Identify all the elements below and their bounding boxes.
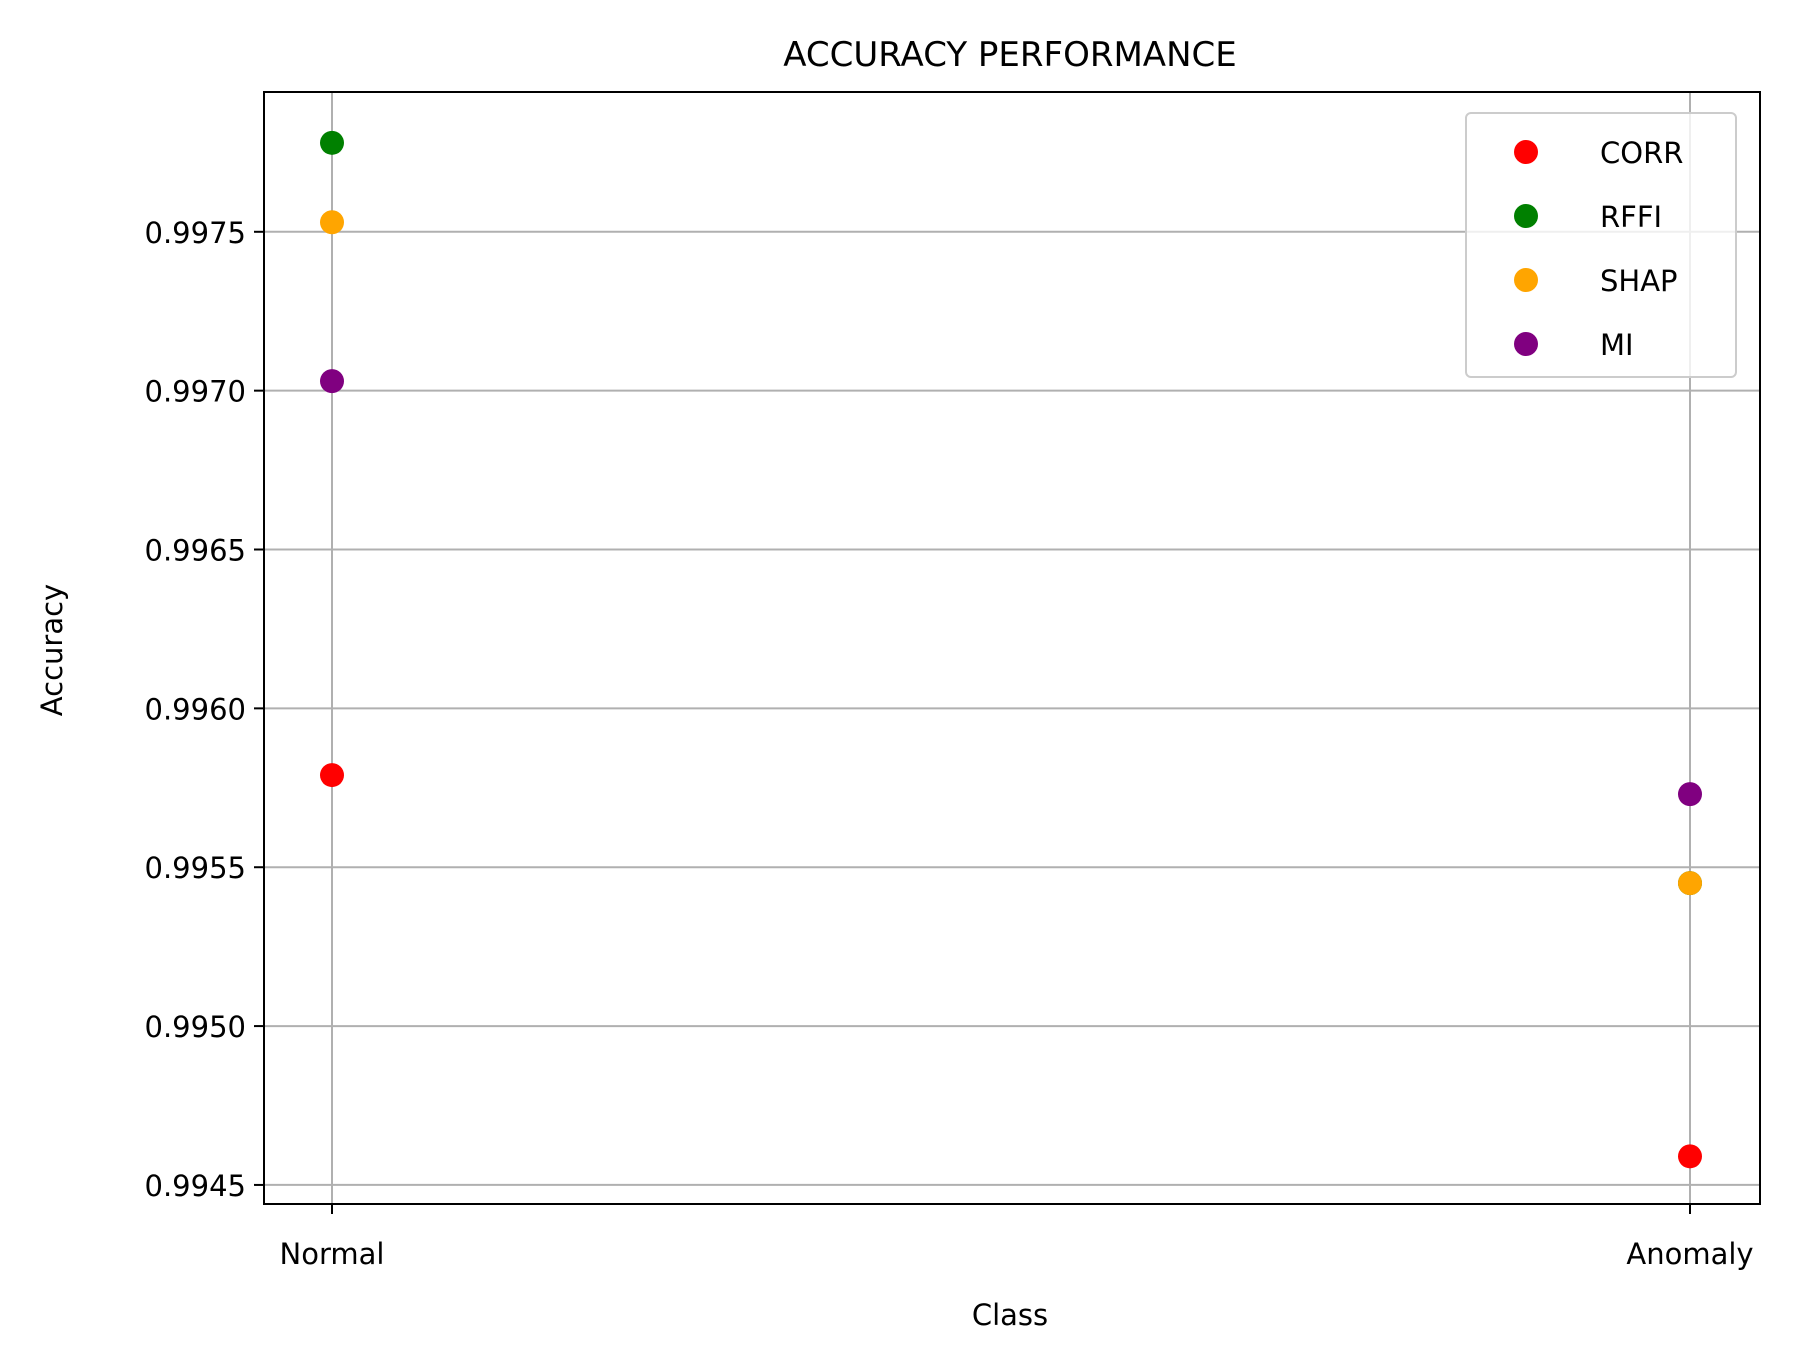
y-tick-label: 0.9945 <box>145 1169 246 1203</box>
data-point-corr-normal <box>320 763 344 788</box>
legend-label-rffi: RFFI <box>1600 200 1662 234</box>
y-tick-label: 0.9950 <box>145 1010 246 1044</box>
y-tick-label: 0.9975 <box>145 216 246 250</box>
legend-marker-shap <box>1514 268 1538 292</box>
y-axis-label: Accuracy <box>35 584 69 716</box>
data-point-mi-anomaly <box>1678 782 1702 807</box>
data-point-corr-anomaly <box>1678 1144 1702 1169</box>
chart-title: ACCURACY PERFORMANCE <box>783 35 1236 75</box>
data-point-mi-normal <box>320 369 344 394</box>
data-point-rffi-normal <box>320 130 344 155</box>
legend: CORR RFFI SHAP MI <box>1465 112 1737 378</box>
x-tick-label: Normal <box>280 1237 385 1271</box>
x-tick-label: Anomaly <box>1626 1237 1753 1271</box>
legend-marker-mi <box>1514 332 1538 356</box>
y-tick-label: 0.9965 <box>145 534 246 568</box>
legend-marker-corr <box>1514 140 1538 164</box>
data-point-shap-anomaly <box>1678 871 1702 896</box>
plot-frame <box>263 91 1761 1205</box>
y-tick-label: 0.9960 <box>145 692 246 726</box>
legend-label-corr: CORR <box>1600 136 1683 170</box>
x-axis-label: Class <box>972 1298 1048 1332</box>
legend-label-shap: SHAP <box>1600 264 1678 298</box>
axis-ticks: 0.9945 0.9950 0.9955 0.9960 0.9965 0.9970 0.99… <box>145 216 1754 1271</box>
y-tick-label: 0.9955 <box>145 851 246 885</box>
y-tick-label: 0.9970 <box>145 375 246 409</box>
data-points <box>320 130 1702 1169</box>
legend-marker-rffi <box>1514 204 1538 228</box>
data-point-shap-normal <box>320 210 344 235</box>
legend-frame <box>1465 112 1737 378</box>
legend-label-mi: MI <box>1600 328 1634 362</box>
